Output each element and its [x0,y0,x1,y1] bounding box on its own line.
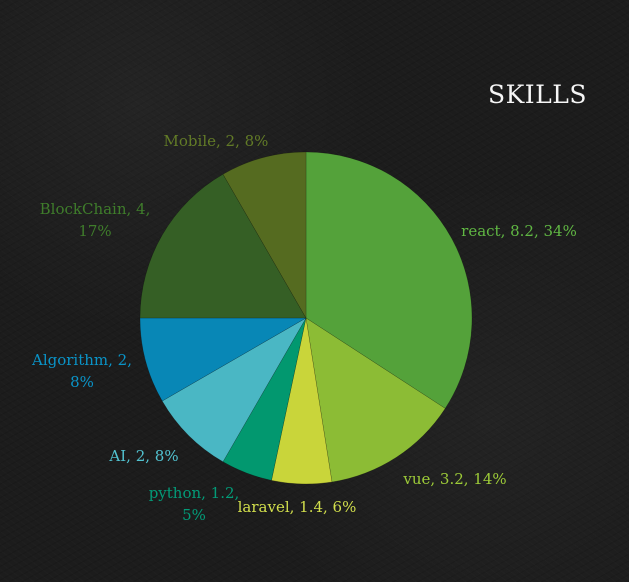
data-label-vue: vue, 3.2, 14% [402,470,506,488]
chart-title: SKILLS [488,80,588,109]
pie-slice-blockchain [139,173,307,319]
data-label-line-ai-1: AI, 2, 8% [108,447,178,465]
data-label-react: react, 8.2, 34% [461,222,577,240]
data-label-mobile: Mobile, 2, 8% [164,132,269,150]
data-label-line-mobile-1: Mobile, 2, 8% [164,132,269,150]
data-label-algorithm: Algorithm, 2, 8% [31,351,132,391]
data-label-line-python-2: 5% [182,506,206,524]
pie-slice-python [222,317,307,481]
data-label-line-blockchain-1: BlockChain, 4, [40,200,151,218]
pie-slice-mobile [222,151,307,319]
pie-slice-laravel [271,317,333,485]
data-label-ai: AI, 2, 8% [108,447,178,465]
data-label-blockchain: BlockChain, 4, 17% [40,200,151,240]
data-label-line-algorithm-1: Algorithm, 2, [31,351,132,369]
data-label-python: python, 1.2, 5% [149,484,240,524]
data-label-line-algorithm-2: 8% [70,373,94,391]
pie-slice-react [305,151,473,409]
data-label-line-vue-1: vue, 3.2, 14% [402,470,506,488]
pie-slice-vue [305,317,446,483]
data-label-line-react-1: react, 8.2, 34% [461,222,577,240]
data-label-line-blockchain-2: 17% [78,222,111,240]
pie-slice-ai [161,317,307,463]
data-label-line-python-1: python, 1.2, [149,484,240,502]
pie-slice-algorithm [139,317,307,402]
data-label-laravel: laravel, 1.4, 6% [238,498,357,516]
data-label-line-laravel-1: laravel, 1.4, 6% [238,498,357,516]
